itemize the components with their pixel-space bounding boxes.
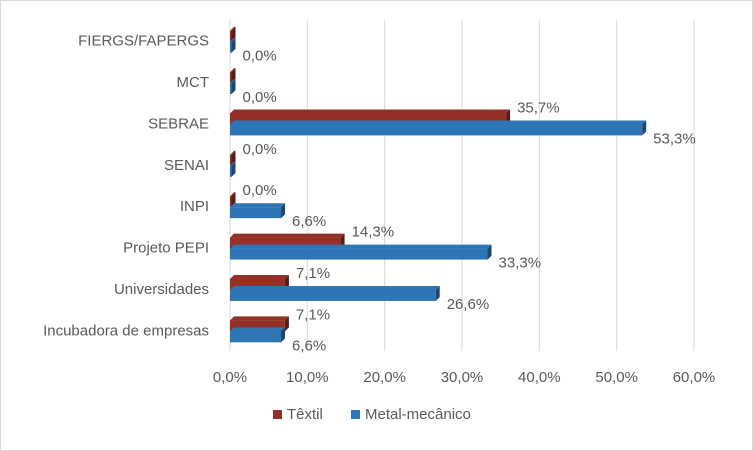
category-label: MCT <box>177 74 210 91</box>
legend-swatch <box>273 410 282 419</box>
data-label: 14,3% <box>352 224 395 241</box>
data-label: 0,0% <box>243 48 277 65</box>
bar-side-face <box>231 161 236 177</box>
category-label: Universidades <box>114 281 209 298</box>
x-tick-label: 30,0% <box>441 369 484 386</box>
bar-top-face <box>230 285 440 290</box>
data-label: 53,3% <box>653 130 696 147</box>
bar-metal-mecanico <box>230 83 232 95</box>
category-label: INPI <box>180 198 209 215</box>
data-label: 0,0% <box>243 89 277 106</box>
bar-side-face <box>281 327 286 343</box>
bar-metal-mecanico <box>230 331 282 343</box>
data-label: 7,1% <box>296 265 330 282</box>
bar-side-face <box>284 316 289 332</box>
bar-side-face <box>281 203 286 219</box>
bar-top-face <box>230 316 289 321</box>
category-label: SEBRAE <box>148 115 209 132</box>
data-label: 7,1% <box>296 306 330 323</box>
bar-metal-mecanico <box>230 165 232 177</box>
category-label: FIERGS/FAPERGS <box>78 33 209 50</box>
legend-swatch <box>351 410 360 419</box>
bar-side-face <box>642 120 647 136</box>
bar-top-face <box>230 79 236 84</box>
bar-side-face <box>435 285 440 301</box>
bar-textil <box>230 278 285 290</box>
bar-textil <box>230 113 507 125</box>
x-tick-label: 20,0% <box>363 369 406 386</box>
bar-textil <box>230 196 232 208</box>
category-label: SENAI <box>164 157 209 174</box>
category-label: Projeto PEPI <box>123 240 209 257</box>
x-tick-label: 10,0% <box>286 369 329 386</box>
bar-top-face <box>230 233 345 238</box>
x-tick-label: 60,0% <box>673 369 716 386</box>
bar-textil <box>230 30 232 42</box>
bar-metal-mecanico <box>230 207 282 219</box>
bar-textil <box>230 72 232 84</box>
bar-top-face <box>230 26 236 31</box>
bar-metal-mecanico <box>230 124 643 136</box>
bar-side-face <box>487 244 492 260</box>
bar-side-face <box>231 79 236 95</box>
legend-label: Têxtil <box>287 406 323 423</box>
data-label: 0,0% <box>243 141 277 158</box>
data-label: 35,7% <box>517 99 560 116</box>
data-label: 26,6% <box>447 296 490 313</box>
bar-top-face <box>230 203 286 208</box>
bar-metal-mecanico <box>230 248 488 260</box>
bar-side-face <box>231 37 236 53</box>
data-label: 0,0% <box>243 182 277 199</box>
data-label: 6,6% <box>292 337 326 354</box>
bar-metal-mecanico <box>230 289 436 301</box>
category-label: Incubadora de empresas <box>43 322 209 339</box>
bar-top-face <box>230 244 492 249</box>
bar-textil <box>230 154 232 166</box>
bar-top-face <box>230 109 511 114</box>
bar-top-face <box>230 68 236 73</box>
bar-top-face <box>230 274 289 279</box>
legend-label: Metal-mecânico <box>365 406 471 423</box>
bar-top-face <box>230 37 236 42</box>
bar-top-face <box>230 161 236 166</box>
bar-top-face <box>230 327 286 332</box>
data-label: 33,3% <box>499 255 542 272</box>
x-tick-label: 0,0% <box>213 369 247 386</box>
bar-top-face <box>230 192 236 197</box>
bar-metal-mecanico <box>230 41 232 53</box>
bar-top-face <box>230 120 647 125</box>
bar-top-face <box>230 150 236 155</box>
data-label: 6,6% <box>292 213 326 230</box>
x-tick-label: 50,0% <box>595 369 638 386</box>
bar-textil <box>230 320 285 332</box>
x-tick-label: 40,0% <box>518 369 561 386</box>
bar-textil <box>230 237 341 249</box>
